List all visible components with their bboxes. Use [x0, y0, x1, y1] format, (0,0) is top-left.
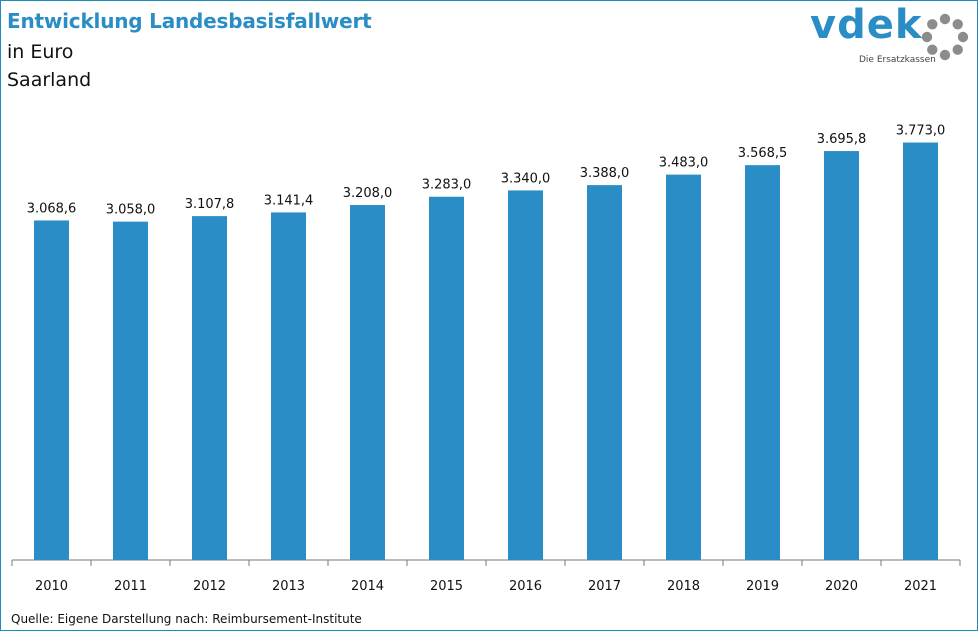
x-tick-label-2017: 2017: [588, 579, 621, 594]
value-label-2010: 3.068,6: [27, 201, 77, 216]
logo-ring-dot: [952, 19, 963, 30]
value-label-2011: 3.058,0: [106, 203, 156, 218]
x-tick-label-2020: 2020: [825, 579, 858, 594]
logo-ring-dot: [927, 44, 938, 55]
value-label-2018: 3.483,0: [659, 156, 709, 171]
x-tick-label-2016: 2016: [509, 579, 542, 594]
x-tick-label-2019: 2019: [746, 579, 779, 594]
bar-2015: [429, 196, 464, 560]
bar-2011: [113, 221, 148, 560]
chart-region: Saarland: [7, 69, 92, 91]
logo-ring-dot: [939, 13, 951, 25]
logo-ring-icon: [921, 13, 969, 61]
value-label-2015: 3.283,0: [422, 178, 472, 193]
bar-2012: [192, 216, 227, 560]
bar-2019: [745, 165, 780, 560]
x-tick-label-2021: 2021: [904, 579, 937, 594]
chart-unit: in Euro: [7, 41, 74, 63]
value-label-2016: 3.340,0: [501, 171, 551, 186]
bar-2020: [824, 151, 859, 560]
logo-ring-dot: [939, 49, 951, 61]
vdek-logo: vdek Die Ersatzkassen: [810, 2, 975, 70]
value-label-2012: 3.107,8: [185, 197, 235, 212]
logo-ring-dot: [927, 19, 938, 30]
value-label-2021: 3.773,0: [896, 124, 946, 139]
chart-source: Quelle: Eigene Darstellung nach: Reimbur…: [11, 612, 362, 626]
bar-2017: [587, 185, 622, 560]
logo-wordmark: vdek: [810, 2, 923, 48]
value-label-2020: 3.695,8: [817, 132, 867, 147]
x-tick-label-2010: 2010: [35, 579, 68, 594]
bar-2016: [508, 190, 543, 560]
bar-2021: [903, 142, 938, 560]
bar-2013: [271, 212, 306, 560]
x-tick-label-2011: 2011: [114, 579, 147, 594]
logo-tagline: Die Ersatzkassen: [859, 55, 936, 65]
bar-2018: [666, 174, 701, 561]
value-label-2019: 3.568,5: [738, 146, 788, 161]
value-label-2014: 3.208,0: [343, 186, 393, 201]
x-tick-label-2018: 2018: [667, 579, 700, 594]
bar-2014: [350, 205, 385, 560]
x-tick-label-2013: 2013: [272, 579, 305, 594]
logo-ring-dot: [921, 31, 933, 43]
logo-ring-dot: [952, 44, 963, 55]
logo-ring-dot: [957, 31, 969, 43]
x-tick-label-2012: 2012: [193, 579, 226, 594]
value-label-2017: 3.388,0: [580, 166, 630, 181]
bar-2010: [34, 220, 69, 560]
x-tick-label-2014: 2014: [351, 579, 384, 594]
value-label-2013: 3.141,4: [264, 193, 314, 208]
x-tick-label-2015: 2015: [430, 579, 463, 594]
chart-title: Entwicklung Landesbasisfallwert: [7, 9, 372, 33]
